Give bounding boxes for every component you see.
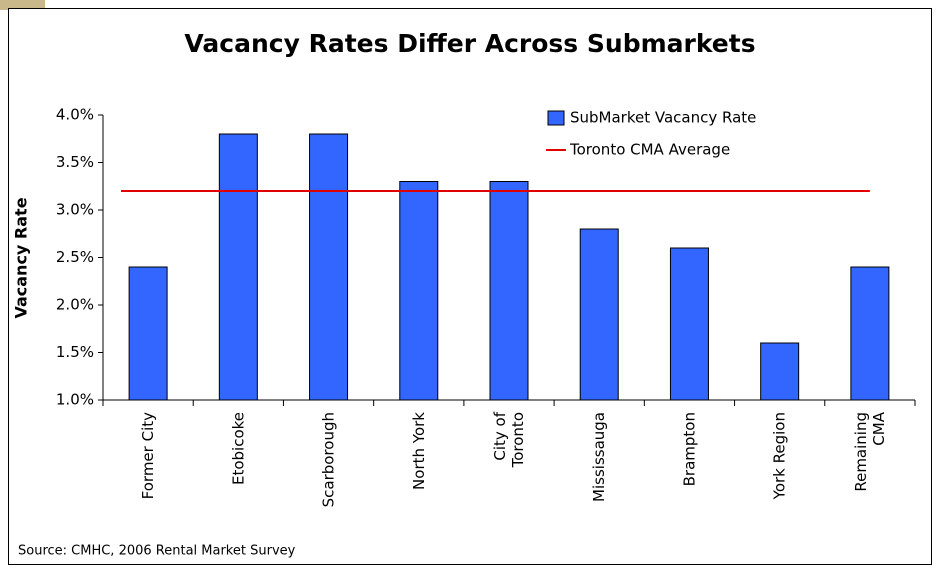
x-tick-label: City ofToronto <box>491 411 527 468</box>
bar <box>218 133 258 401</box>
bar <box>489 181 529 401</box>
x-tick-label: Former City <box>139 412 157 499</box>
bar <box>309 133 349 401</box>
source-note: Source: CMHC, 2006 Rental Market Survey <box>18 544 296 559</box>
bar <box>669 247 709 401</box>
y-tick-label: 2.0% <box>56 296 94 314</box>
x-tick-label: Brampton <box>680 412 698 486</box>
x-tick-label: York Region <box>770 412 788 500</box>
bar <box>850 266 890 401</box>
chart-title: Vacancy Rates Differ Across Submarkets <box>184 29 755 58</box>
y-tick-label: 4.0% <box>56 106 94 124</box>
y-tick-label: 1.0% <box>56 391 94 409</box>
y-tick-label: 1.5% <box>56 343 94 361</box>
x-tick-label: Etobicoke <box>229 412 247 485</box>
bar <box>579 228 619 401</box>
y-tick-label: 2.5% <box>56 248 94 266</box>
legend-label: SubMarket Vacancy Rate <box>570 109 756 127</box>
bar <box>760 342 800 401</box>
legend-swatch <box>547 110 565 126</box>
x-tick-label: North York <box>409 412 427 490</box>
x-tick-label: RemainingCMA <box>851 411 887 491</box>
legend-label: Toronto CMA Average <box>569 141 730 159</box>
x-tick-label: Scarborough <box>319 412 337 507</box>
bar <box>128 266 168 401</box>
corner-tab <box>0 0 45 10</box>
y-tick-label: 3.0% <box>56 201 94 219</box>
y-tick-label: 3.5% <box>56 153 94 171</box>
x-tick-label: Mississauga <box>590 412 608 502</box>
y-axis-title: Vacancy Rate <box>12 197 31 318</box>
bar <box>399 181 439 401</box>
